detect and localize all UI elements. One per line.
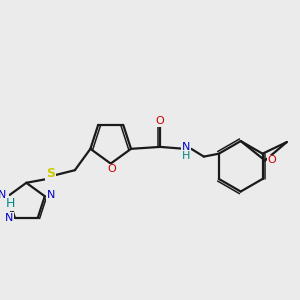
Text: S: S bbox=[46, 167, 55, 180]
Text: O: O bbox=[267, 155, 276, 166]
Text: N: N bbox=[0, 190, 6, 200]
Text: N: N bbox=[46, 190, 55, 200]
Text: N: N bbox=[182, 142, 190, 152]
Text: H: H bbox=[6, 197, 16, 211]
Text: N: N bbox=[5, 213, 13, 223]
Text: O: O bbox=[107, 164, 116, 174]
Text: O: O bbox=[156, 116, 164, 126]
Text: H: H bbox=[182, 151, 190, 160]
